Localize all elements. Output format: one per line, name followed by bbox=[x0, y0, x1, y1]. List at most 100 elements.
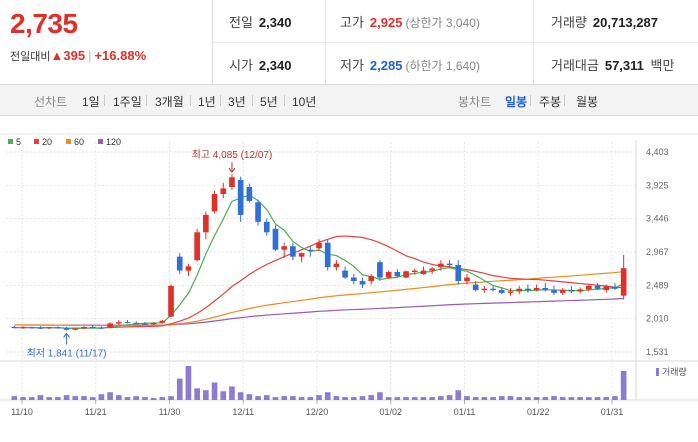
volume-label: 거래량 bbox=[551, 15, 587, 30]
tab-3-month[interactable]: 3개월 bbox=[155, 95, 184, 109]
volume-bar bbox=[37, 395, 44, 400]
tab-daily[interactable]: 일봉 bbox=[505, 95, 528, 109]
volume-bar bbox=[481, 397, 488, 400]
volume-bar bbox=[115, 395, 122, 400]
volume-bar bbox=[194, 388, 200, 400]
volume-bar bbox=[298, 397, 305, 400]
candle bbox=[185, 266, 192, 271]
legend-label: 60 bbox=[74, 137, 85, 147]
y-tick-label: 3,446 bbox=[646, 214, 669, 224]
candle bbox=[350, 277, 357, 282]
low-value: 2,285 bbox=[369, 58, 403, 73]
x-tick-label: 01/31 bbox=[601, 407, 624, 417]
candle bbox=[290, 246, 296, 257]
candle bbox=[403, 271, 409, 278]
volume-bar bbox=[368, 395, 375, 400]
volume-bar bbox=[411, 397, 418, 400]
y-tick-label: 3,925 bbox=[646, 180, 669, 190]
candle bbox=[107, 323, 113, 328]
amount-unit: 백만 bbox=[650, 58, 675, 73]
upper-limit: (상한가 3,040) bbox=[405, 16, 480, 30]
candle bbox=[298, 253, 305, 257]
volume-bar bbox=[89, 397, 96, 400]
volume-bar bbox=[438, 396, 444, 400]
candle bbox=[420, 270, 427, 275]
candle bbox=[63, 328, 70, 330]
y-tick-label: 2,967 bbox=[646, 247, 669, 257]
candle bbox=[203, 214, 209, 233]
candle bbox=[377, 262, 383, 278]
divider bbox=[325, 0, 326, 84]
volume-bar bbox=[568, 397, 575, 400]
volume-bar bbox=[620, 370, 627, 400]
open-label: 시가 bbox=[229, 58, 253, 73]
candle bbox=[263, 221, 270, 233]
tab-10-year[interactable]: 10년 bbox=[292, 95, 317, 109]
volume-bar bbox=[507, 396, 514, 400]
candle bbox=[37, 327, 44, 329]
tab-3-year[interactable]: 3년 bbox=[228, 95, 246, 109]
candle bbox=[507, 291, 514, 293]
volume-legend-swatch bbox=[656, 368, 659, 376]
candle bbox=[246, 187, 253, 201]
divider bbox=[220, 95, 221, 106]
candle bbox=[385, 271, 392, 278]
tab-line-chart[interactable]: 선차트 bbox=[34, 95, 68, 109]
volume-bar bbox=[464, 396, 470, 400]
y-tick-label: 1,531 bbox=[646, 347, 669, 357]
tab-1-week[interactable]: 1주일 bbox=[113, 95, 142, 109]
divider bbox=[213, 42, 698, 43]
candle bbox=[98, 327, 105, 329]
tab-candle-chart[interactable]: 봉차트 bbox=[458, 95, 492, 109]
legend-label: 20 bbox=[42, 137, 53, 147]
x-tick-label: 01/22 bbox=[527, 407, 550, 417]
volume-bar bbox=[81, 396, 87, 400]
candle bbox=[594, 285, 601, 289]
volume-bar bbox=[255, 396, 261, 400]
candle bbox=[455, 265, 462, 282]
volume-bar bbox=[533, 397, 540, 400]
candle bbox=[586, 285, 592, 290]
volume-bar bbox=[498, 396, 505, 400]
divider bbox=[530, 95, 531, 106]
volume-bar bbox=[551, 396, 557, 400]
volume-bar bbox=[333, 396, 340, 400]
tab-1-day[interactable]: 1일 bbox=[82, 95, 100, 109]
volume-bar bbox=[72, 396, 79, 400]
ma-legend-5: 5 bbox=[8, 137, 21, 147]
x-tick-label: 11/30 bbox=[159, 407, 181, 417]
tab-weekly[interactable]: 주봉 bbox=[539, 95, 562, 109]
volume-bar bbox=[11, 396, 18, 400]
volume-value: 20,713,287 bbox=[592, 15, 658, 30]
volume-bar bbox=[142, 397, 148, 400]
prev-close-value: 2,340 bbox=[258, 15, 292, 30]
candle bbox=[307, 249, 314, 252]
tab-monthly[interactable]: 월봉 bbox=[576, 95, 599, 109]
tab-1-year[interactable]: 1년 bbox=[198, 95, 216, 109]
open-stat: 시가 2,340 bbox=[229, 55, 291, 74]
lower-limit: (하한가 1,640) bbox=[405, 59, 480, 73]
y-tick-label: 4,403 bbox=[646, 147, 669, 157]
volume-bar bbox=[281, 396, 288, 400]
tab-5-year[interactable]: 5년 bbox=[260, 95, 278, 109]
volume-axis-label: 거래량 bbox=[662, 366, 687, 377]
candle bbox=[150, 322, 157, 325]
candle bbox=[11, 327, 18, 328]
low-stat: 저가 2,285 (하한가 1,640) bbox=[340, 55, 480, 74]
volume-bar bbox=[377, 392, 383, 400]
volume-bar bbox=[472, 397, 479, 400]
low-annotation: 최저 1,841 (11/17) bbox=[27, 347, 107, 359]
volume-bar bbox=[185, 366, 192, 400]
candle bbox=[133, 322, 140, 324]
chart-period-tabs: 선차트 1일 1주일 3개월 1년 3년 5년 10년 봉차트 일봉 주봉 월봉 bbox=[0, 85, 698, 116]
legend-swatch bbox=[66, 139, 71, 144]
volume-bar bbox=[350, 397, 357, 400]
candle bbox=[20, 327, 26, 329]
volume-bar bbox=[385, 397, 392, 400]
volume-bar bbox=[324, 392, 331, 400]
candle bbox=[89, 327, 96, 328]
legend-swatch bbox=[8, 139, 13, 144]
divider bbox=[252, 95, 253, 106]
volume-bar bbox=[176, 378, 183, 400]
